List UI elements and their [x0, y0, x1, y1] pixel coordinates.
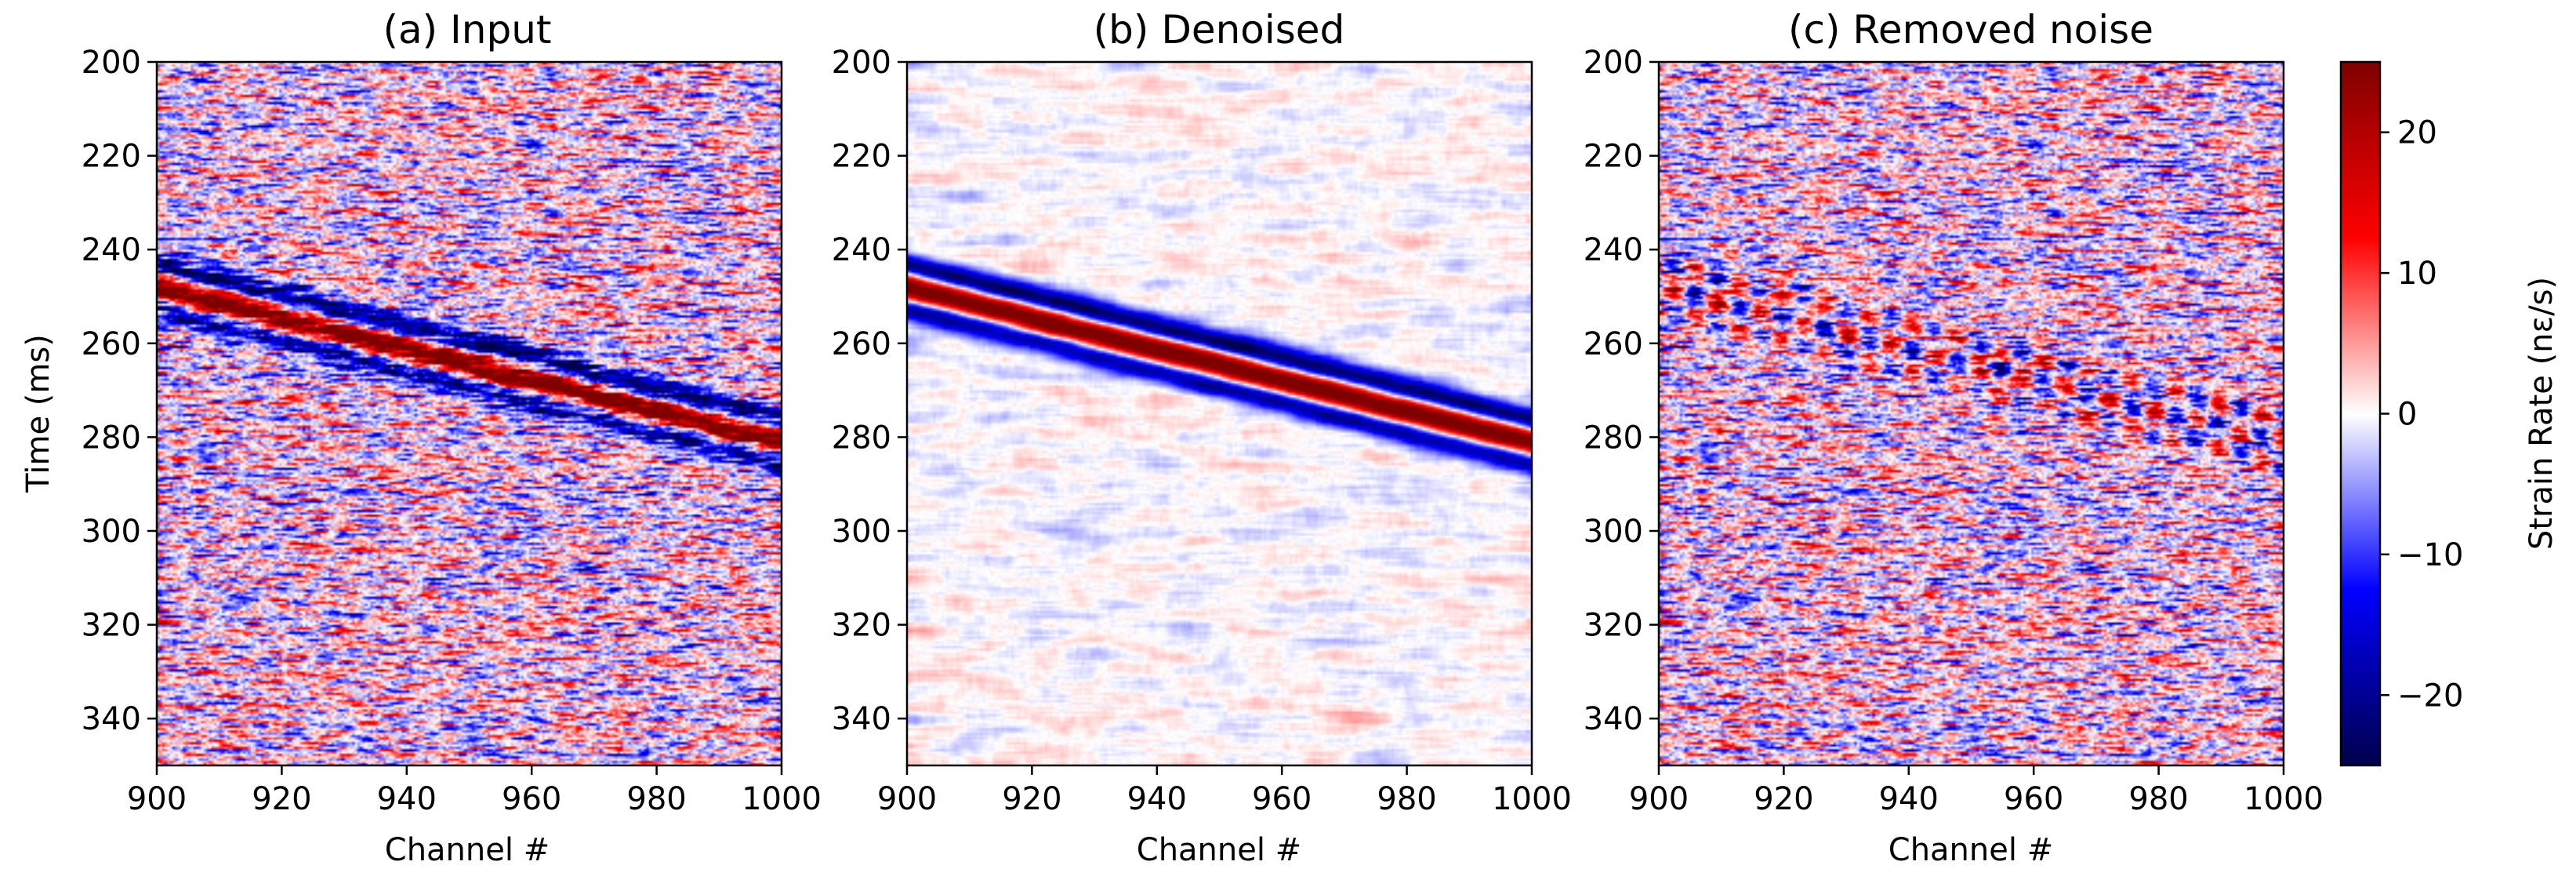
x-tick-label: 940 [1879, 781, 1939, 817]
panel-title-removed-noise: (c) Removed noise [1788, 7, 2153, 53]
panel-title-input: (a) Input [383, 7, 551, 53]
y-tick-label: 260 [82, 326, 141, 362]
x-tick-label: 960 [2004, 781, 2063, 817]
x-tick-label: 900 [1629, 781, 1689, 817]
panel-input: (a) Input 200 220 240 260 280 300 320 340 900 92… [20, 7, 822, 868]
plot-frame-removed-noise [1657, 60, 2285, 767]
colorbar-ticks: 20 10 0 −10 −20 [2380, 115, 2463, 714]
x-tick-label: 940 [1127, 781, 1187, 817]
y-tick-label: 200 [1584, 45, 1643, 81]
y-tick-label: 280 [1584, 420, 1643, 456]
x-tick-label: 920 [1002, 781, 1061, 817]
x-axis-label-removed-noise: Channel # [1888, 832, 2053, 868]
colorbar-tick-label: 0 [2397, 397, 2417, 433]
y-tick-label: 220 [82, 139, 141, 175]
y-tick-label: 340 [832, 701, 891, 737]
x-tick-label: 1000 [2244, 781, 2324, 817]
x-ticks-removed-noise: 900 920 940 960 980 1000 [1629, 765, 2324, 817]
x-tick-label: 960 [502, 781, 561, 817]
heatmap-image-denoised [907, 62, 1532, 765]
plot-frame-denoised [905, 60, 1533, 767]
x-tick-label: 1000 [742, 781, 822, 817]
plot-frame-input [155, 60, 783, 767]
y-ticks-input: 200 220 240 260 280 300 320 340 [82, 45, 157, 737]
panel-denoised: (b) Denoised 200 220 240 260 280 300 320 340 90… [832, 7, 1572, 868]
x-tick-label: 900 [877, 781, 937, 817]
y-tick-label: 200 [82, 45, 141, 81]
y-tick-label: 320 [832, 608, 891, 644]
y-tick-label: 240 [1584, 232, 1643, 268]
y-tick-label: 300 [82, 514, 141, 550]
y-tick-label: 280 [82, 420, 141, 456]
x-tick-label: 980 [2128, 781, 2188, 817]
y-axis-label: Time (ms) [20, 334, 56, 493]
x-axis-label-input: Channel # [385, 832, 550, 868]
y-tick-label: 240 [832, 232, 891, 268]
y-tick-label: 320 [1584, 608, 1643, 644]
x-tick-label: 980 [626, 781, 686, 817]
y-tick-label: 300 [1584, 514, 1643, 550]
heatmap-image-removed-noise [1659, 62, 2284, 765]
x-tick-label: 900 [127, 781, 187, 817]
y-tick-label: 240 [82, 232, 141, 268]
colorbar: 20 10 0 −10 −20 Strain Rate (nε/s) [2339, 60, 2560, 767]
x-tick-label: 1000 [1492, 781, 1572, 817]
x-tick-label: 940 [377, 781, 437, 817]
y-tick-label: 260 [832, 326, 891, 362]
panel-removed-noise: (c) Removed noise 200 220 240 260 280 300 320 3… [1584, 7, 2324, 868]
colorbar-gradient [2339, 60, 2382, 767]
x-tick-label: 960 [1252, 781, 1312, 817]
x-ticks-denoised: 900 920 940 960 980 1000 [877, 765, 1572, 817]
y-tick-label: 260 [1584, 326, 1643, 362]
y-tick-label: 220 [832, 139, 891, 175]
x-tick-label: 920 [1754, 781, 1813, 817]
heatmap-image-input [157, 62, 782, 765]
colorbar-tick-label: −10 [2397, 537, 2463, 573]
y-tick-label: 220 [1584, 139, 1643, 175]
colorbar-label: Strain Rate (nε/s) [2523, 277, 2560, 550]
y-tick-label: 340 [1584, 701, 1643, 737]
y-ticks-removed-noise: 200 220 240 260 280 300 320 340 [1584, 45, 1659, 737]
x-ticks-input: 900 920 940 960 980 1000 [127, 765, 822, 817]
y-ticks-denoised: 200 220 240 260 280 300 320 340 [832, 45, 907, 737]
panel-title-denoised: (b) Denoised [1094, 7, 1345, 53]
colorbar-tick-label: 10 [2397, 256, 2437, 292]
y-tick-label: 320 [82, 608, 141, 644]
y-tick-label: 340 [82, 701, 141, 737]
y-tick-label: 200 [832, 45, 891, 81]
y-tick-label: 300 [832, 514, 891, 550]
x-tick-label: 980 [1377, 781, 1436, 817]
colorbar-tick-label: −20 [2397, 678, 2463, 714]
x-tick-label: 920 [252, 781, 311, 817]
x-axis-label-denoised: Channel # [1137, 832, 1301, 868]
y-tick-label: 280 [832, 420, 891, 456]
colorbar-tick-label: 20 [2397, 115, 2437, 151]
